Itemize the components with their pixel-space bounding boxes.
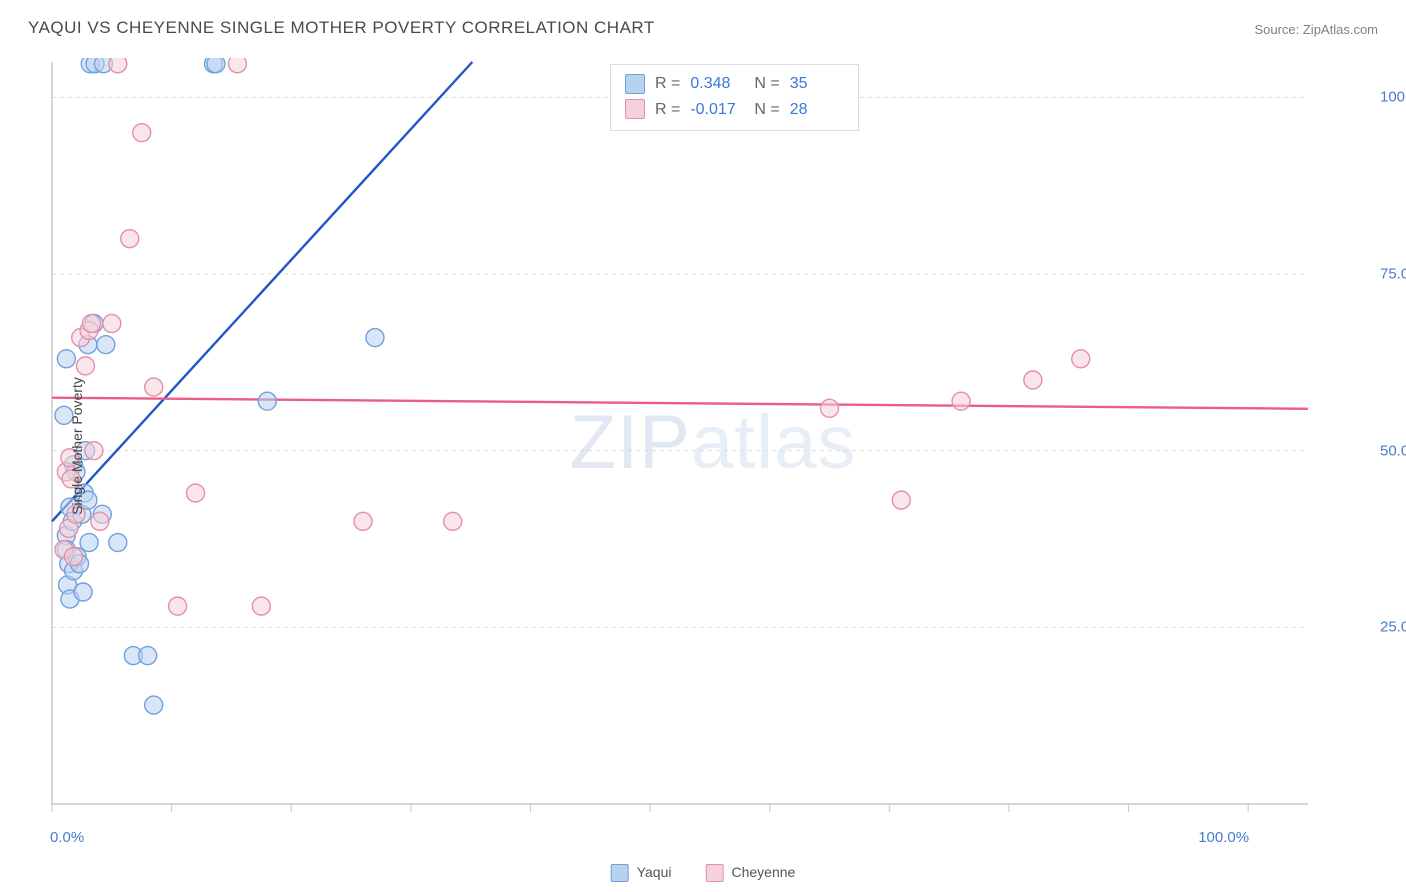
y-tick-label: 25.0% xyxy=(1380,619,1406,636)
stat-r-label: R = xyxy=(655,97,680,123)
stat-r-label: R = xyxy=(655,71,680,97)
stat-n-value: 35 xyxy=(790,71,844,97)
stats-row: R = -0.017 N = 28 xyxy=(625,97,844,123)
legend-label: Yaqui xyxy=(637,864,672,880)
x-tick-label: 100.0% xyxy=(1198,829,1249,846)
legend-label: Cheyenne xyxy=(731,864,795,880)
legend-swatch xyxy=(705,864,723,882)
y-tick-label: 75.0% xyxy=(1380,266,1406,283)
source-label: Source: ZipAtlas.com xyxy=(1254,22,1378,37)
scatter-chart xyxy=(48,58,1378,818)
legend: Yaqui Cheyenne xyxy=(611,864,796,882)
legend-swatch xyxy=(611,864,629,882)
y-tick-label: 100.0% xyxy=(1380,89,1406,106)
y-tick-label: 50.0% xyxy=(1380,442,1406,459)
stats-row: R = 0.348 N = 35 xyxy=(625,71,844,97)
stat-n-label: N = xyxy=(754,71,779,97)
legend-item: Yaqui xyxy=(611,864,672,882)
stat-r-value: 0.348 xyxy=(690,71,744,97)
series-swatch xyxy=(625,99,645,119)
series-swatch xyxy=(625,74,645,94)
stat-r-value: -0.017 xyxy=(690,97,744,123)
chart-title: YAQUI VS CHEYENNE SINGLE MOTHER POVERTY … xyxy=(28,18,655,38)
stat-n-label: N = xyxy=(754,97,779,123)
legend-item: Cheyenne xyxy=(705,864,795,882)
x-tick-label: 0.0% xyxy=(50,829,84,846)
stats-box: R = 0.348 N = 35 R = -0.017 N = 28 xyxy=(610,64,859,131)
y-axis-label: Single Mother Poverty xyxy=(69,377,85,515)
plot-area: ZIPatlas 25.0%50.0%75.0%100.0% 0.0%100.0… xyxy=(48,58,1378,818)
stat-n-value: 28 xyxy=(790,97,844,123)
